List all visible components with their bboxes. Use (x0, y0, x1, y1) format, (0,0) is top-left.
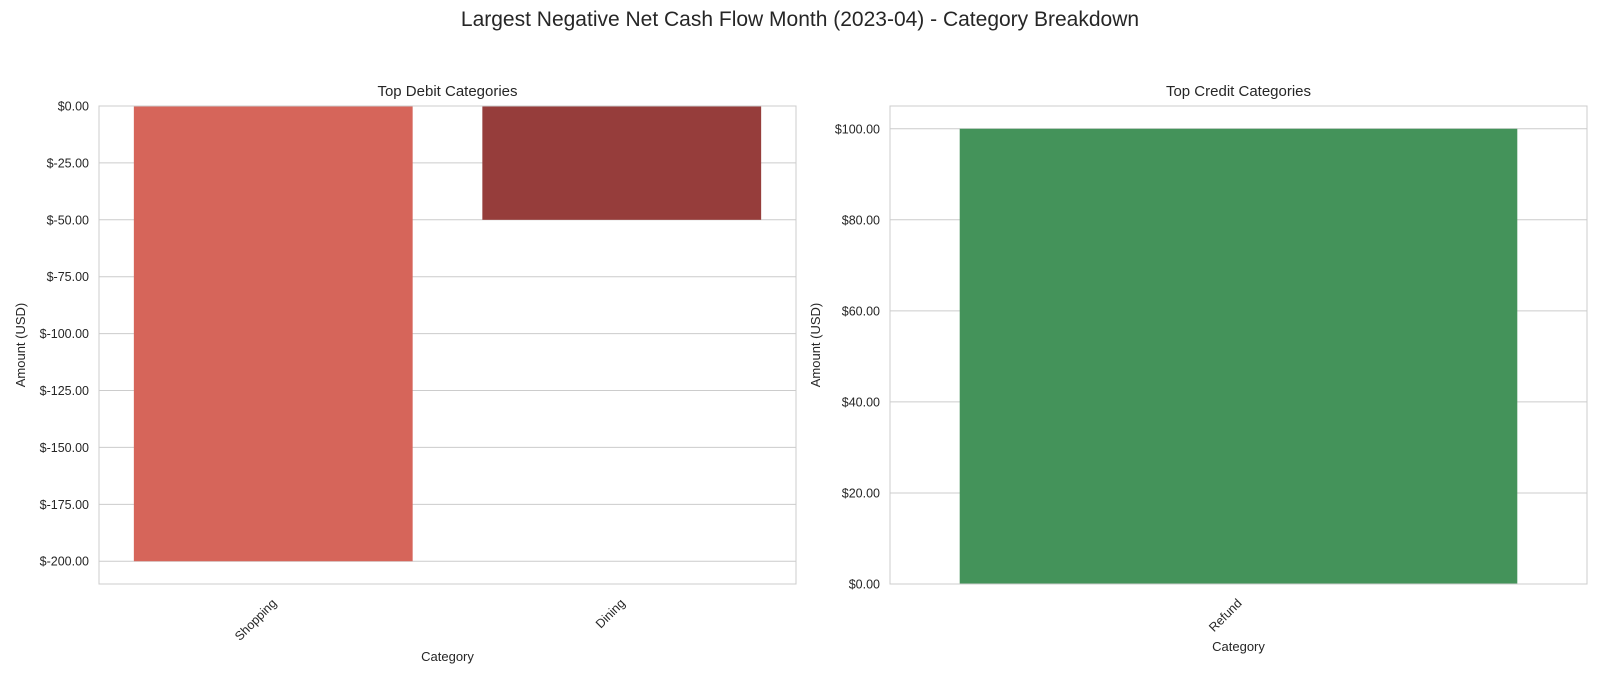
x-axis-title: Category (421, 649, 474, 664)
panel-title: Top Credit Categories (1166, 83, 1311, 100)
chart-panel-2: $0.00 $20.00 $40.00 $60.00 $80.00 $100.00 Refu… (808, 83, 1588, 654)
bar-refund (959, 128, 1518, 584)
x-tick-label: Shopping (232, 596, 279, 643)
x-tick-label: Refund (1206, 596, 1244, 634)
y-tick-label: $-200.00 (40, 555, 89, 569)
bar-shopping (133, 106, 413, 562)
y-tick-label: $-125.00 (40, 384, 89, 398)
axes-frame (889, 105, 1588, 585)
y-tick-label: $0.00 (58, 100, 89, 114)
x-tick-label: Dining (593, 596, 628, 631)
y-tick-label: $0.00 (849, 578, 880, 592)
y-tick-label: $-150.00 (40, 441, 89, 455)
y-axis-title: Amount (USD) (13, 303, 28, 388)
chart-panel-1: $0.00 $-25.00 $-50.00 $-75.00 $-100.00 $-125.… (13, 83, 797, 664)
y-tick-label: $40.00 (842, 395, 880, 409)
y-tick-label: $-50.00 (47, 213, 89, 227)
y-tick-label: $60.00 (842, 304, 880, 318)
panel-title: Top Debit Categories (377, 83, 517, 100)
y-tick-label: $20.00 (842, 486, 880, 500)
bar-dining (482, 106, 762, 220)
y-tick-label: $-175.00 (40, 498, 89, 512)
axes-frame (98, 105, 797, 585)
y-tick-label: $-75.00 (47, 270, 89, 284)
y-tick-label: $-25.00 (47, 156, 89, 170)
y-tick-label: $-100.00 (40, 327, 89, 341)
figure-title: Largest Negative Net Cash Flow Month (20… (460, 8, 1140, 31)
y-tick-label: $80.00 (842, 213, 880, 227)
y-tick-label: $100.00 (835, 122, 880, 136)
y-axis-title: Amount (USD) (808, 303, 823, 388)
x-axis-title: Category (1212, 639, 1265, 654)
